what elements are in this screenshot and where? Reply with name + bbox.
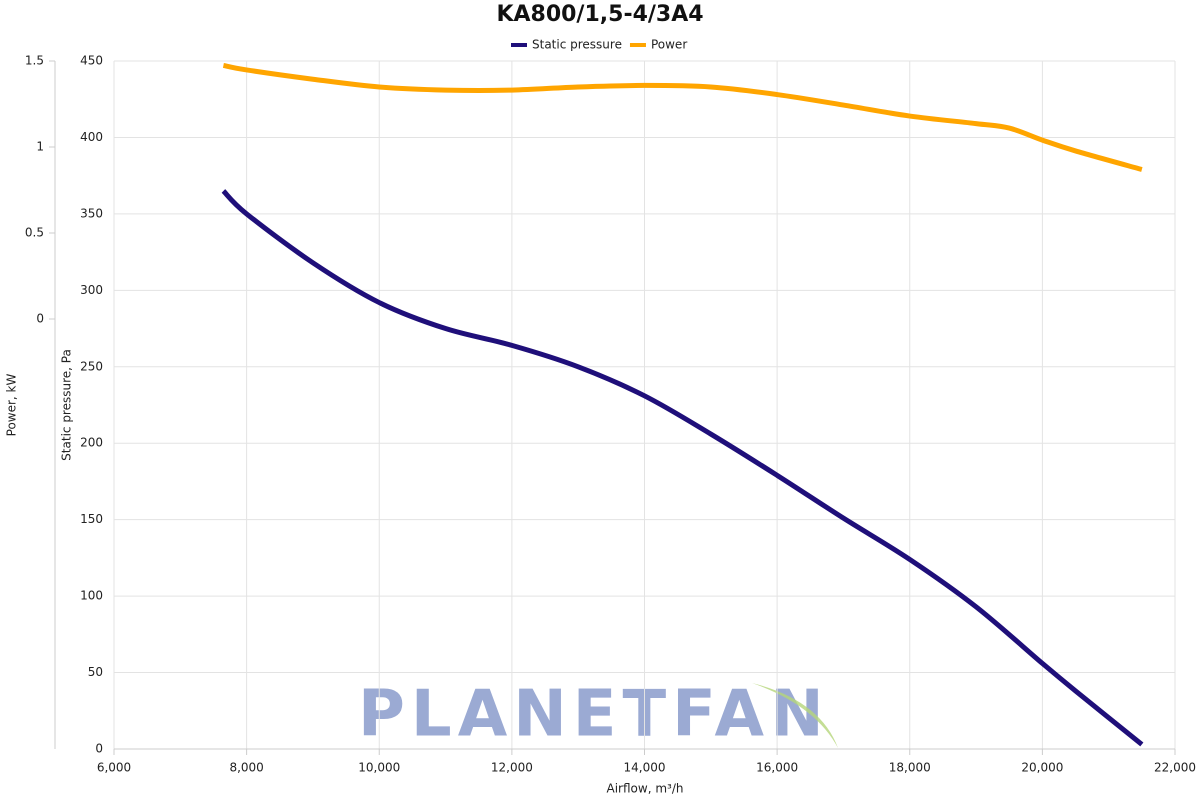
- y2-tick-label: 0.5: [25, 226, 44, 240]
- y-tick-label: 200: [80, 436, 103, 450]
- y-tick-label: 450: [80, 54, 103, 68]
- y-tick-label: 100: [80, 589, 103, 603]
- grid: [113, 60, 1176, 750]
- y-tick-label: 0: [95, 742, 103, 756]
- x-tick-label: 18,000: [889, 761, 931, 775]
- x-axis-title: Airflow, m³/h: [607, 782, 684, 796]
- y2-axis-title: Power, kW: [5, 374, 19, 437]
- x-tick-label: 8,000: [229, 761, 263, 775]
- y-tick-label: 400: [80, 130, 103, 144]
- x-tick-label: 10,000: [358, 761, 400, 775]
- y-tick-label: 300: [80, 283, 103, 297]
- series-line: [221, 189, 1144, 747]
- chart-title: KA800/1,5-4/3A4: [496, 2, 703, 27]
- x-tick-label: 6,000: [97, 761, 131, 775]
- y2-tick-label: 1.5: [25, 54, 44, 68]
- legend-label: Static pressure: [532, 38, 622, 52]
- y-tick-label: 350: [80, 206, 103, 220]
- legend-label: Power: [651, 38, 687, 52]
- y-tick-label: 250: [80, 359, 103, 373]
- x-tick-label: 16,000: [756, 761, 798, 775]
- y2-tick-label: 0: [36, 312, 44, 326]
- x-tick-label: 14,000: [624, 761, 666, 775]
- series-line: [222, 63, 1143, 172]
- y-tick-label: 150: [80, 512, 103, 526]
- watermark: PLANETFAN: [358, 678, 830, 752]
- x-tick-label: 22,000: [1154, 761, 1196, 775]
- y-tick-label: 50: [88, 665, 103, 679]
- y2-tick-label: 1: [36, 140, 44, 154]
- x-tick-label: 12,000: [491, 761, 533, 775]
- y-axis-title: Static pressure, Pa: [60, 349, 74, 461]
- x-tick-label: 20,000: [1021, 761, 1063, 775]
